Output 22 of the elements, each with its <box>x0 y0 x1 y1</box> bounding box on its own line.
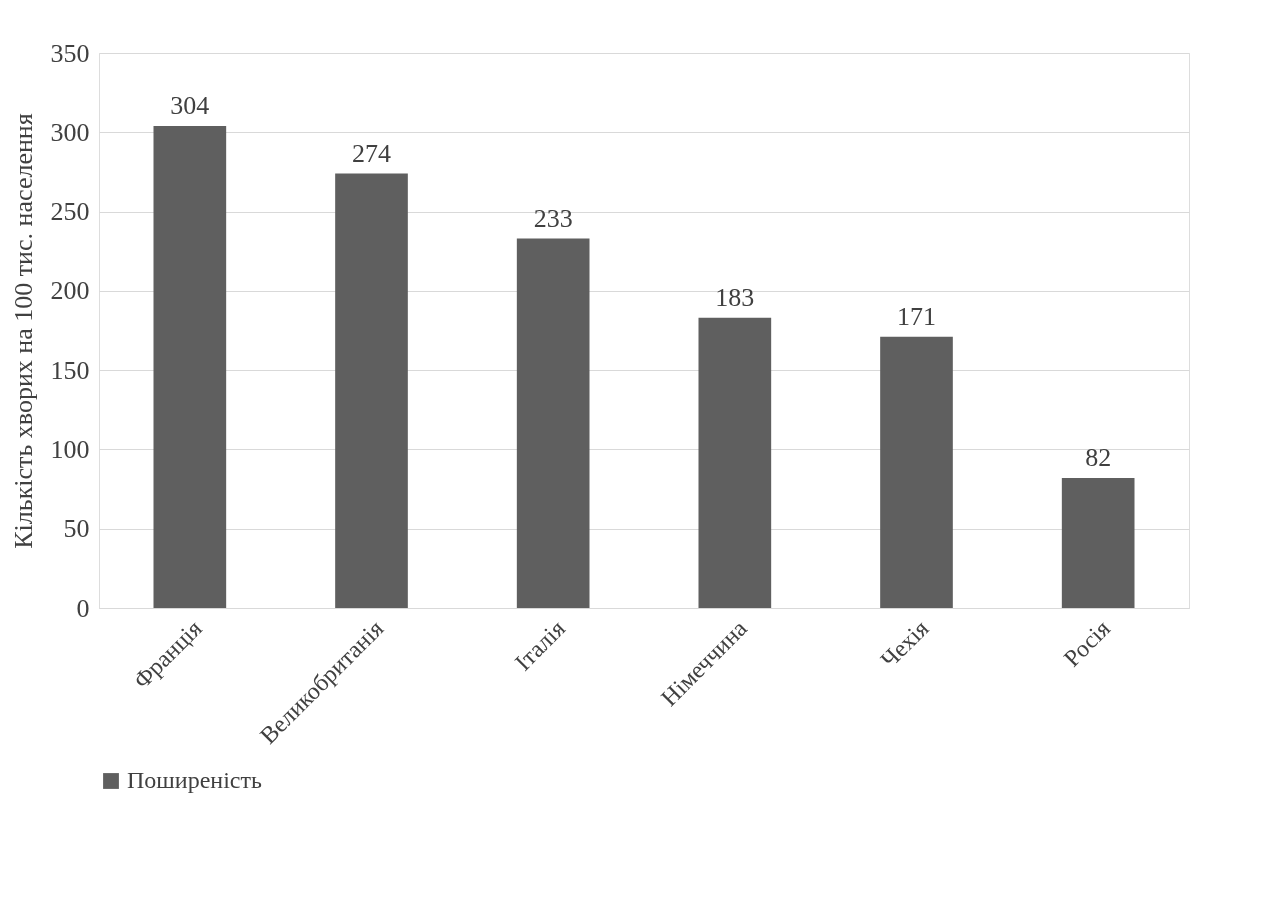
y-tick-label: 300 <box>50 117 90 147</box>
data-label: 183 <box>715 282 755 312</box>
bar <box>335 173 408 608</box>
y-tick-label: 0 <box>76 593 90 623</box>
data-label: 274 <box>352 138 391 168</box>
data-label: 233 <box>533 203 573 233</box>
data-label: 171 <box>897 301 936 331</box>
bar <box>880 336 953 608</box>
bar <box>516 238 590 608</box>
legend-label: Поширеність <box>127 767 262 793</box>
y-axis-title: Кількість хворих на 100 тис. населення <box>8 113 38 549</box>
y-tick-label: 350 <box>50 38 90 68</box>
y-tick-label: 50 <box>63 514 90 544</box>
bar <box>1061 477 1135 608</box>
data-label: 82 <box>1085 442 1112 472</box>
y-tick-label: 100 <box>50 434 90 464</box>
y-tick-label: 250 <box>50 197 90 227</box>
bar <box>698 317 772 608</box>
data-label: 304 <box>170 90 210 120</box>
y-tick-label: 200 <box>50 276 90 306</box>
y-tick-label: 150 <box>50 355 90 385</box>
bar <box>153 125 227 608</box>
